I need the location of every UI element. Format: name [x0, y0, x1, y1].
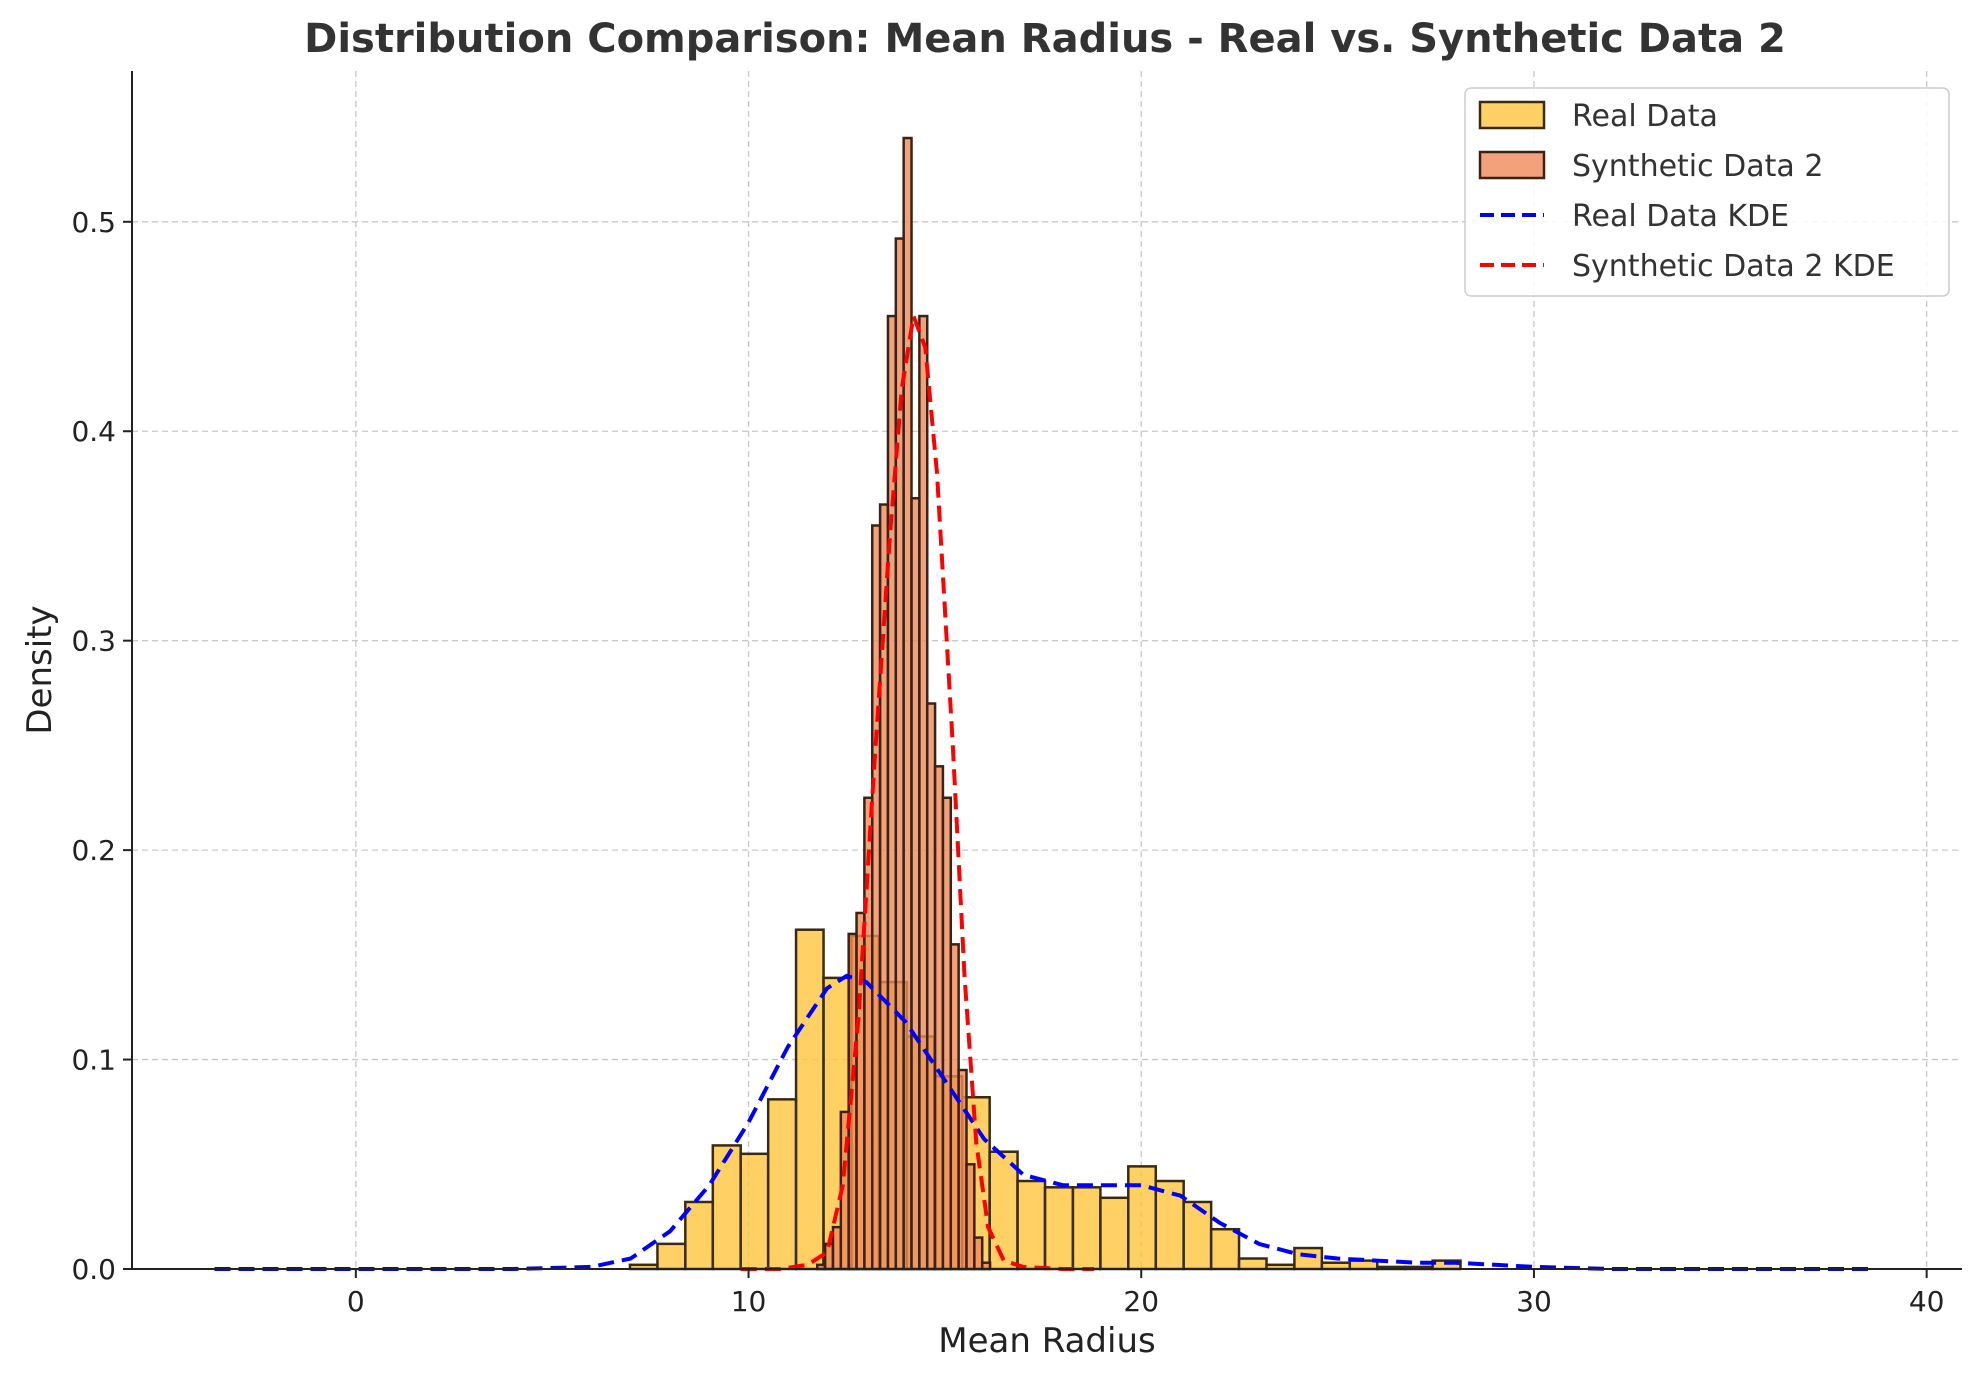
x-axis-label: Mean Radius: [938, 1321, 1155, 1361]
real-data-bar-16: [1071, 1186, 1102, 1271]
y-axis-label: Density: [20, 605, 60, 734]
x-axis-ticks: 0 10 20 30 40: [347, 1269, 1945, 1318]
x-tick-label-1: 10: [731, 1285, 767, 1318]
legend-label-real-kde: Real Data KDE: [1572, 199, 1789, 234]
x-tick-label-0: 0: [347, 1285, 365, 1318]
y-tick-label-1: 0.1: [71, 1044, 116, 1077]
real-data-kde-line: [214, 973, 1876, 1271]
legend-label-synthetic-kde: Synthetic Data 2 KDE: [1572, 249, 1895, 284]
real-data-bar-3: [711, 1144, 742, 1271]
x-tick-label-3: 30: [1516, 1285, 1552, 1318]
real-data-bar-20: [1182, 1200, 1213, 1271]
y-tick-label-3: 0.3: [71, 625, 116, 658]
real-data-bar-15: [1043, 1186, 1075, 1271]
y-axis-ticks: 0.0 0.1 0.2 0.3 0.4 0.5: [71, 206, 132, 1286]
real-data-bar-13: [988, 1150, 1019, 1271]
real-data-bar-17: [1099, 1196, 1130, 1271]
legend-label-real: Real Data: [1572, 99, 1718, 134]
x-tick-label-2: 20: [1123, 1285, 1159, 1318]
kde-curves: [214, 314, 1876, 1271]
real-data-bar-14: [1016, 1179, 1047, 1271]
real-data-bar-4: [739, 1152, 770, 1271]
real-data-bar-2: [684, 1200, 715, 1271]
y-tick-label-2: 0.2: [71, 834, 116, 867]
real-data-bar-5: [766, 1098, 798, 1271]
y-tick-label-0: 0.0: [71, 1253, 116, 1286]
legend-label-synthetic: Synthetic Data 2: [1572, 149, 1823, 184]
x-tick-label-4: 40: [1909, 1285, 1945, 1318]
chart-title: Distribution Comparison: Mean Radius - R…: [304, 16, 1786, 62]
y-tick-label-4: 0.4: [71, 415, 116, 448]
synthetic-data-kde-line: [740, 314, 1095, 1271]
legend-swatch-real: [1478, 100, 1546, 130]
real-data-bar-21: [1209, 1227, 1241, 1271]
real-data-bar-22: [1237, 1257, 1268, 1271]
legend-swatch-synthetic: [1478, 150, 1546, 180]
real-data-bar-6: [794, 928, 825, 1271]
legend: Real Data Synthetic Data 2 Real Data KDE…: [1464, 87, 1950, 297]
real-data-bars: [628, 928, 1462, 1271]
y-tick-label-5: 0.5: [71, 206, 116, 239]
real-data-bar-1: [656, 1242, 687, 1271]
real-data-bar-24: [1293, 1246, 1324, 1271]
real-data-bar-18: [1127, 1165, 1158, 1271]
legend-box: [1464, 87, 1950, 297]
